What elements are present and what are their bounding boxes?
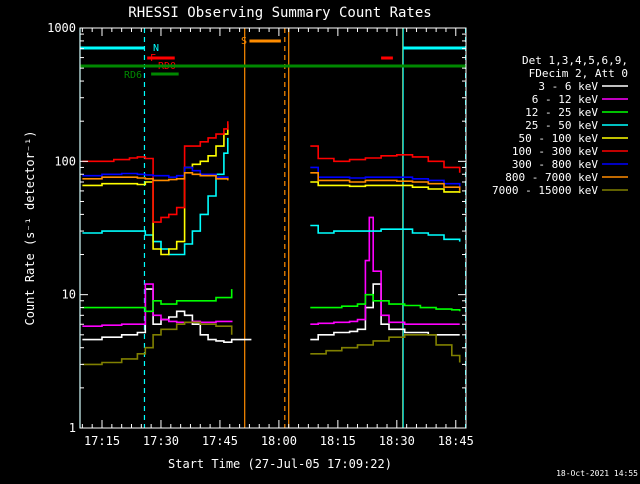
series-3-segment-0	[82, 137, 229, 256]
series-5-segment-1	[310, 145, 461, 173]
x-axis-ticks: 17:15 17:30 17:45 18:00 18:15 18:30 18:45	[81, 28, 474, 448]
chart-title: RHESSI Observing Summary Count Rates	[128, 5, 431, 21]
timestamp: 18-Oct-2021 14:55	[556, 469, 638, 478]
x-tick-label-3: 18:00	[261, 434, 297, 448]
flag-bars: NFRD0RD6S	[80, 36, 466, 81]
y-axis-label: Count Rate (s⁻¹ detector⁻¹)	[23, 130, 37, 325]
plot-frame	[79, 27, 467, 429]
x-tick-label-5: 18:30	[379, 434, 415, 448]
series-2-segment-0	[82, 289, 233, 313]
legend-label-2: 12 - 25 keV	[525, 106, 598, 119]
legend-label-1: 6 - 12 keV	[532, 93, 599, 106]
flag-label-N: N	[153, 43, 159, 54]
legend-header-1: FDecim 2, Att 0	[529, 67, 628, 80]
x-tick-label-4: 18:15	[320, 434, 356, 448]
y-axis-ticks: 1 10 100 1000	[47, 21, 466, 435]
series-4-segment-0	[82, 124, 229, 256]
legend-label-3: 25 - 50 keV	[525, 119, 598, 132]
x-tick-label-2: 17:45	[202, 434, 238, 448]
legend-label-5: 100 - 300 keV	[512, 145, 598, 158]
flag-label-F: F	[150, 53, 156, 64]
x-axis-label: Start Time (27-Jul-05 17:09:22)	[168, 457, 392, 471]
legend-label-6: 300 - 800 keV	[512, 158, 598, 171]
x-tick-label-6: 18:45	[438, 434, 474, 448]
series-8-segment-1	[310, 333, 461, 363]
legend-label-4: 50 - 100 keV	[519, 132, 599, 145]
legend-label-0: 3 - 6 keV	[538, 80, 598, 93]
y-tick-label-1: 10	[62, 288, 76, 302]
y-tick-label-0: 1	[69, 421, 76, 435]
legend-label-8: 7000 - 15000 keV	[492, 184, 598, 197]
series-0-segment-1	[310, 283, 460, 341]
series-7-segment-1	[310, 172, 461, 191]
y-tick-label-2: 100	[54, 154, 76, 168]
series-7-segment-0	[82, 172, 229, 182]
series-4-segment-1	[310, 181, 461, 193]
series-lines	[82, 121, 461, 366]
series-6-segment-1	[310, 166, 461, 188]
series-2-segment-1	[310, 293, 461, 312]
flag-label-RD6: RD6	[124, 70, 142, 81]
legend: Det 1,3,4,5,6,9,FDecim 2, Att 03 - 6 keV…	[492, 54, 628, 197]
series-1-segment-1	[310, 216, 460, 326]
x-tick-label-0: 17:15	[84, 434, 120, 448]
legend-label-7: 800 - 7000 keV	[505, 171, 598, 184]
x-tick-label-1: 17:30	[143, 434, 179, 448]
series-5-segment-0	[82, 121, 229, 223]
series-3-segment-1	[310, 224, 461, 242]
flag-label-S: S	[241, 36, 247, 47]
series-8-segment-0	[82, 321, 233, 366]
legend-header-0: Det 1,3,4,5,6,9,	[522, 54, 628, 67]
series-0-segment-0	[82, 288, 252, 344]
y-tick-label-3: 1000	[47, 21, 76, 35]
